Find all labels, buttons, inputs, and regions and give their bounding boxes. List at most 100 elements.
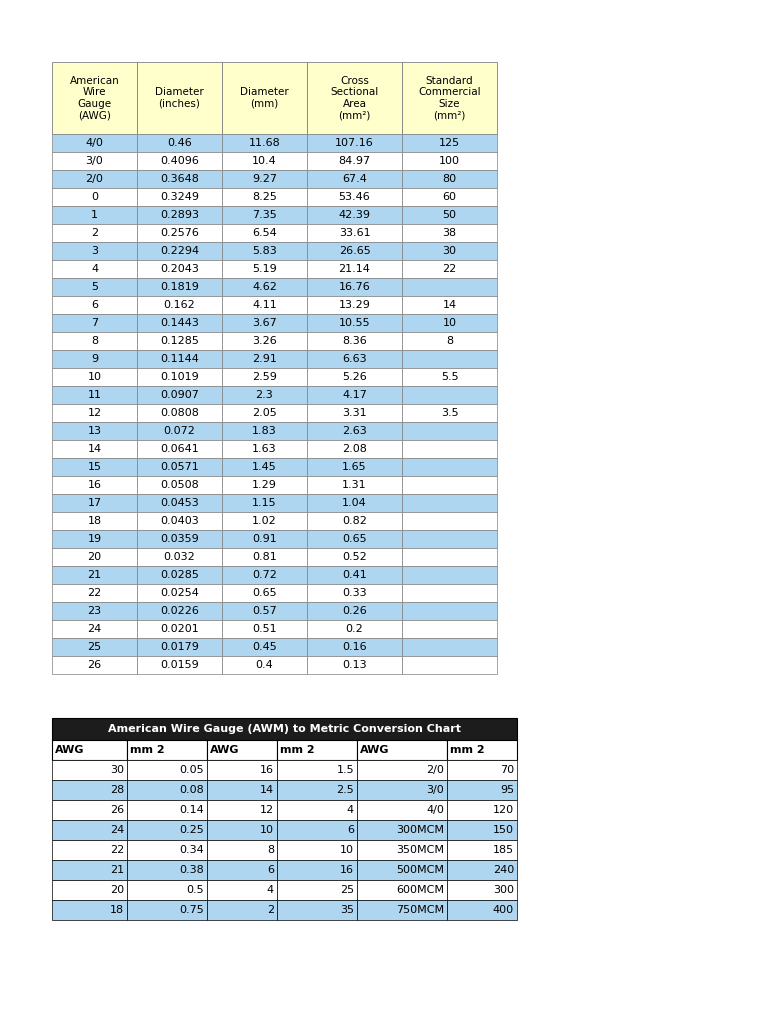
Text: 1.63: 1.63 — [252, 444, 276, 454]
Bar — [127, 800, 207, 820]
Text: 30: 30 — [442, 246, 456, 256]
Bar — [52, 458, 137, 476]
Bar — [137, 152, 222, 170]
Bar — [277, 820, 357, 840]
Text: 0.05: 0.05 — [180, 765, 204, 775]
Bar — [402, 278, 497, 296]
Text: 1.29: 1.29 — [252, 480, 277, 490]
Bar — [357, 760, 447, 780]
Bar — [137, 638, 222, 656]
Text: 0.13: 0.13 — [343, 660, 367, 670]
Bar — [307, 422, 402, 440]
Text: 3.26: 3.26 — [252, 336, 277, 346]
Text: 2: 2 — [266, 905, 274, 915]
Bar — [402, 620, 497, 638]
Text: 20: 20 — [110, 885, 124, 895]
Text: AWG: AWG — [210, 745, 240, 755]
Text: 4: 4 — [347, 805, 354, 815]
Bar — [222, 278, 307, 296]
Text: 6: 6 — [347, 825, 354, 835]
Bar — [52, 880, 127, 900]
Bar — [357, 820, 447, 840]
Bar — [277, 740, 357, 760]
Text: 5.83: 5.83 — [252, 246, 277, 256]
Text: 0.1443: 0.1443 — [160, 318, 199, 328]
Text: 11.68: 11.68 — [249, 138, 280, 148]
Bar — [137, 62, 222, 134]
Text: 16: 16 — [340, 865, 354, 874]
Text: 5.26: 5.26 — [342, 372, 367, 382]
Text: 0.91: 0.91 — [252, 534, 277, 544]
Bar — [222, 566, 307, 584]
Bar — [137, 314, 222, 332]
Text: 600MCM: 600MCM — [396, 885, 444, 895]
Bar — [52, 368, 137, 386]
Bar — [402, 314, 497, 332]
Bar — [222, 422, 307, 440]
Text: 0.0179: 0.0179 — [160, 642, 199, 652]
Text: 33.61: 33.61 — [339, 228, 370, 238]
Bar — [52, 620, 137, 638]
Text: 24: 24 — [88, 624, 101, 634]
Bar — [307, 260, 402, 278]
Bar — [137, 170, 222, 188]
Text: 0.0403: 0.0403 — [160, 516, 199, 526]
Text: 70: 70 — [500, 765, 514, 775]
Bar — [127, 820, 207, 840]
Text: 17: 17 — [88, 498, 101, 508]
Bar — [307, 188, 402, 206]
Text: 3.31: 3.31 — [343, 408, 367, 418]
Text: 21.14: 21.14 — [339, 264, 370, 274]
Bar — [307, 404, 402, 422]
Text: 6: 6 — [267, 865, 274, 874]
Text: 4.17: 4.17 — [342, 390, 367, 400]
Text: 1.65: 1.65 — [343, 462, 367, 472]
Bar — [137, 260, 222, 278]
Text: 10.4: 10.4 — [252, 156, 277, 166]
Text: 100: 100 — [439, 156, 460, 166]
Bar — [207, 780, 277, 800]
Text: 300: 300 — [493, 885, 514, 895]
Bar — [402, 566, 497, 584]
Text: 4/0: 4/0 — [426, 805, 444, 815]
Bar — [307, 332, 402, 350]
Text: 0.072: 0.072 — [164, 426, 195, 436]
Text: 10: 10 — [88, 372, 101, 382]
Bar — [52, 296, 137, 314]
Text: Cross
Sectional
Area
(mm²): Cross Sectional Area (mm²) — [330, 76, 379, 121]
Bar — [447, 840, 517, 860]
Bar — [307, 458, 402, 476]
Bar — [402, 602, 497, 620]
Bar — [307, 548, 402, 566]
Text: 14: 14 — [260, 785, 274, 795]
Bar — [52, 566, 137, 584]
Text: 0.1144: 0.1144 — [160, 354, 199, 364]
Bar — [207, 900, 277, 920]
Bar — [402, 512, 497, 530]
Text: 2.5: 2.5 — [336, 785, 354, 795]
Text: 4: 4 — [266, 885, 274, 895]
Text: 25: 25 — [340, 885, 354, 895]
Bar — [222, 404, 307, 422]
Bar — [222, 296, 307, 314]
Bar — [307, 314, 402, 332]
Text: 0.0508: 0.0508 — [160, 480, 199, 490]
Bar — [137, 296, 222, 314]
Bar — [307, 350, 402, 368]
Bar — [222, 368, 307, 386]
Bar — [222, 476, 307, 494]
Text: 0.82: 0.82 — [342, 516, 367, 526]
Bar — [402, 224, 497, 242]
Text: 3.5: 3.5 — [441, 408, 458, 418]
Bar — [52, 404, 137, 422]
Bar — [52, 62, 137, 134]
Bar — [52, 206, 137, 224]
Bar — [52, 740, 127, 760]
Text: 0.41: 0.41 — [342, 570, 367, 580]
Bar — [447, 780, 517, 800]
Text: 50: 50 — [442, 210, 456, 220]
Bar — [137, 458, 222, 476]
Text: 28: 28 — [110, 785, 124, 795]
Bar — [357, 860, 447, 880]
Bar — [137, 530, 222, 548]
